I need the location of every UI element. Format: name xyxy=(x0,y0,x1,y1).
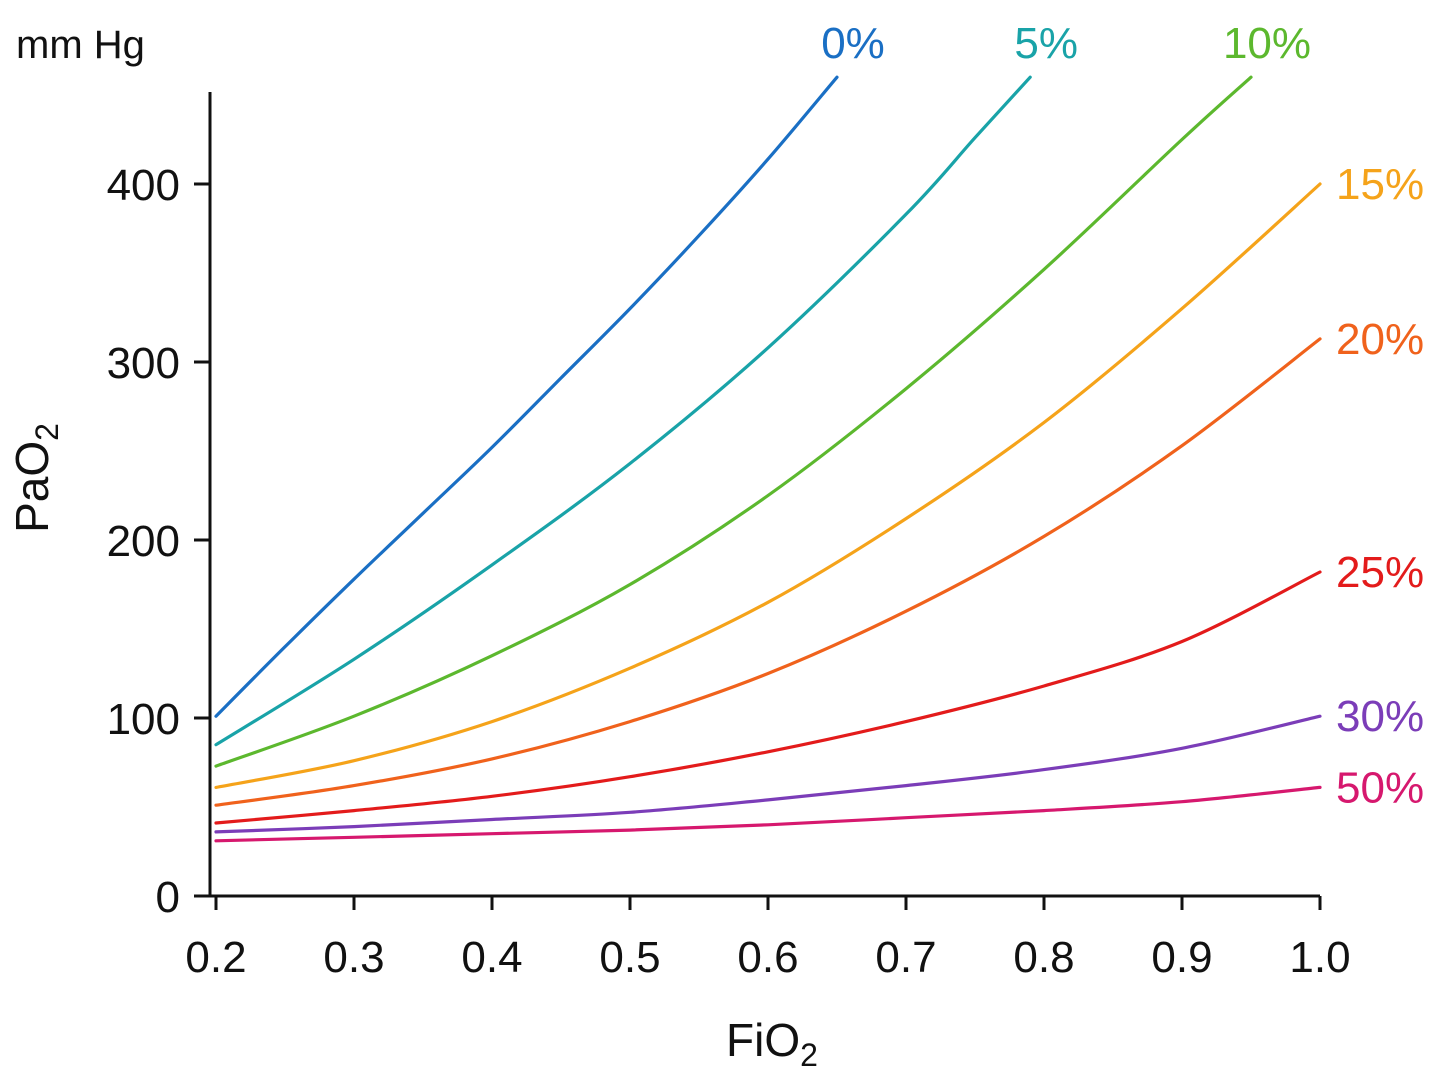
x-tick-label: 0.9 xyxy=(1151,933,1212,982)
x-axis-title-subscript: 2 xyxy=(800,1037,818,1073)
y-axis-ticks: 0 100 200 300 400 xyxy=(107,161,210,922)
series-line-50pct xyxy=(214,785,1322,843)
x-tick-label: 0.7 xyxy=(875,933,936,982)
x-tick-label: 1.0 xyxy=(1289,933,1350,982)
series-line-20pct xyxy=(214,337,1322,807)
y-tick-label: 400 xyxy=(107,161,180,210)
series-lines xyxy=(214,75,1322,843)
axes xyxy=(208,92,1320,898)
series-line-10pct xyxy=(214,75,1253,768)
y-tick-label: 300 xyxy=(107,339,180,388)
axis-lines xyxy=(208,92,1320,898)
series-label-5pct: 5% xyxy=(1014,19,1078,68)
y-tick-label: 200 xyxy=(107,517,180,566)
series-line-30pct xyxy=(214,714,1322,834)
svg-text:PaO2: PaO2 xyxy=(6,423,65,533)
series-label-20pct: 20% xyxy=(1336,315,1424,364)
x-tick-label: 0.2 xyxy=(185,933,246,982)
series-label-30pct: 30% xyxy=(1336,692,1424,741)
y-tick-label: 0 xyxy=(156,873,180,922)
series-label-50pct: 50% xyxy=(1336,763,1424,812)
series-line-0pct xyxy=(214,75,839,718)
x-axis-title: FiO2 xyxy=(726,1014,818,1073)
x-tick-label: 0.8 xyxy=(1013,933,1074,982)
series-label-0pct: 0% xyxy=(821,19,885,68)
x-tick-label: 0.6 xyxy=(737,933,798,982)
series-label-25pct: 25% xyxy=(1336,548,1424,597)
y-unit-label: mm Hg xyxy=(16,23,145,67)
series-labels: 0% 5% 10% 15% 20% 25% 30% 50% xyxy=(821,19,1424,812)
y-axis-title-subscript: 2 xyxy=(29,423,65,441)
series-label-10pct: 10% xyxy=(1223,19,1311,68)
series-line-5pct xyxy=(214,75,1032,747)
y-tick-label: 100 xyxy=(107,695,180,744)
series-line-25pct xyxy=(214,570,1322,825)
x-tick-label: 0.5 xyxy=(599,933,660,982)
x-axis-ticks: 0.2 0.3 0.4 0.5 0.6 0.7 0.8 0.9 1.0 xyxy=(185,896,1351,982)
y-axis-title: PaO2 xyxy=(6,423,65,533)
x-axis-title-main: FiO xyxy=(726,1014,800,1066)
x-tick-label: 0.3 xyxy=(323,933,384,982)
series-line-15pct xyxy=(214,182,1322,789)
y-axis-title-main: PaO xyxy=(6,441,58,533)
x-tick-label: 0.4 xyxy=(461,933,522,982)
series-label-15pct: 15% xyxy=(1336,160,1424,209)
